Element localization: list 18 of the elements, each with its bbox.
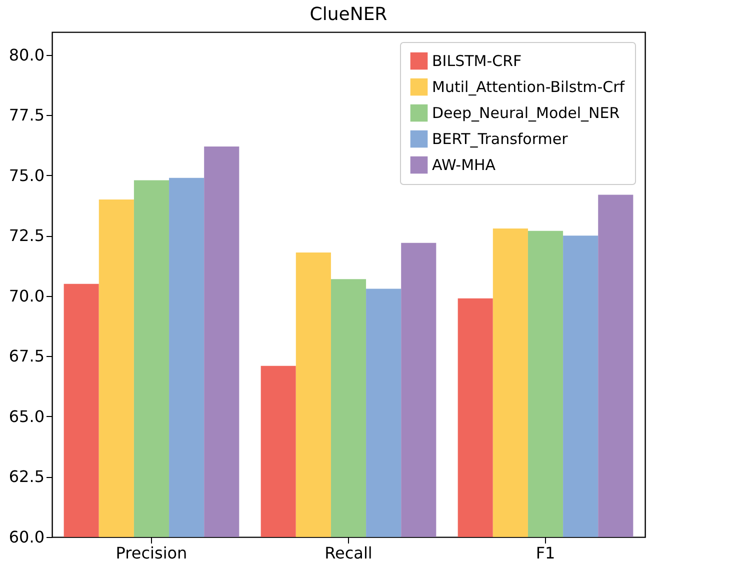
y-tick-label: 80.0 — [8, 45, 44, 64]
x-tick-label: Recall — [324, 544, 372, 562]
y-tick-label: 62.5 — [8, 467, 44, 486]
y-tick-label: 75.0 — [8, 166, 44, 185]
legend-label: Deep_Neural_Model_NER — [432, 104, 620, 122]
y-tick-label: 72.5 — [8, 226, 44, 246]
y-tick-label: 65.0 — [8, 406, 44, 426]
legend-label: BILSTM-CRF — [432, 52, 522, 70]
x-tick-label: F1 — [536, 544, 556, 562]
legend-label: AW-MHA — [432, 156, 496, 174]
legend-label: BERT_Transformer — [432, 130, 569, 148]
y-tick-label: 77.5 — [8, 106, 44, 125]
x-tick-label: Precision — [116, 544, 188, 562]
y-tick-label: 60.0 — [8, 528, 44, 546]
y-tick-label: 70.0 — [8, 286, 44, 306]
legend-label: Mutil_Attention-Bilstm-Crf — [432, 78, 626, 96]
y-tick-label: 67.5 — [8, 346, 44, 366]
chart-title: ClueNER — [310, 4, 388, 25]
